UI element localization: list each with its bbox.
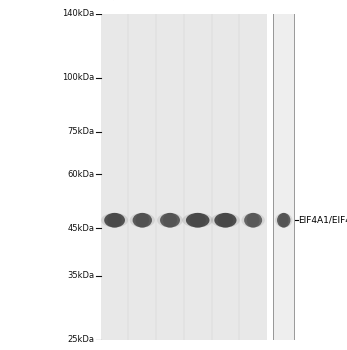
Bar bbox=[101, 2, 267, 350]
Ellipse shape bbox=[157, 213, 183, 228]
Ellipse shape bbox=[130, 213, 155, 228]
Ellipse shape bbox=[101, 213, 128, 228]
Ellipse shape bbox=[163, 213, 177, 228]
Text: 45kDa: 45kDa bbox=[67, 224, 94, 233]
Text: 140kDa: 140kDa bbox=[62, 9, 94, 19]
Ellipse shape bbox=[183, 213, 213, 228]
Ellipse shape bbox=[160, 213, 180, 228]
Ellipse shape bbox=[247, 213, 260, 228]
Text: MCF7: MCF7 bbox=[191, 0, 214, 1]
Text: HeLa: HeLa bbox=[136, 0, 158, 1]
Ellipse shape bbox=[244, 213, 262, 228]
Ellipse shape bbox=[133, 213, 152, 228]
Text: 60kDa: 60kDa bbox=[67, 170, 94, 178]
Bar bbox=[101, 2, 267, 9]
Ellipse shape bbox=[186, 213, 210, 228]
Text: Rat brain: Rat brain bbox=[277, 0, 311, 1]
Ellipse shape bbox=[104, 213, 125, 228]
Text: C2C12: C2C12 bbox=[219, 0, 245, 1]
Text: EIF4A1/EIF4A2/EIF4A3: EIF4A1/EIF4A2/EIF4A3 bbox=[298, 216, 347, 225]
Text: HepG2: HepG2 bbox=[164, 0, 191, 1]
Ellipse shape bbox=[107, 213, 122, 228]
Ellipse shape bbox=[275, 213, 293, 228]
Text: 25kDa: 25kDa bbox=[67, 335, 94, 344]
Text: 35kDa: 35kDa bbox=[67, 272, 94, 280]
Ellipse shape bbox=[218, 213, 233, 228]
Ellipse shape bbox=[277, 213, 290, 228]
Bar bbox=[273, 2, 294, 350]
Ellipse shape bbox=[214, 213, 237, 228]
Ellipse shape bbox=[211, 213, 240, 228]
Ellipse shape bbox=[189, 213, 206, 228]
Ellipse shape bbox=[242, 213, 265, 228]
Text: 293T: 293T bbox=[108, 0, 129, 1]
Text: 75kDa: 75kDa bbox=[67, 127, 94, 136]
Text: Mouse brain: Mouse brain bbox=[247, 0, 290, 1]
Ellipse shape bbox=[279, 213, 288, 228]
Text: 100kDa: 100kDa bbox=[62, 73, 94, 82]
Ellipse shape bbox=[136, 213, 149, 228]
Bar bbox=[273, 2, 294, 9]
